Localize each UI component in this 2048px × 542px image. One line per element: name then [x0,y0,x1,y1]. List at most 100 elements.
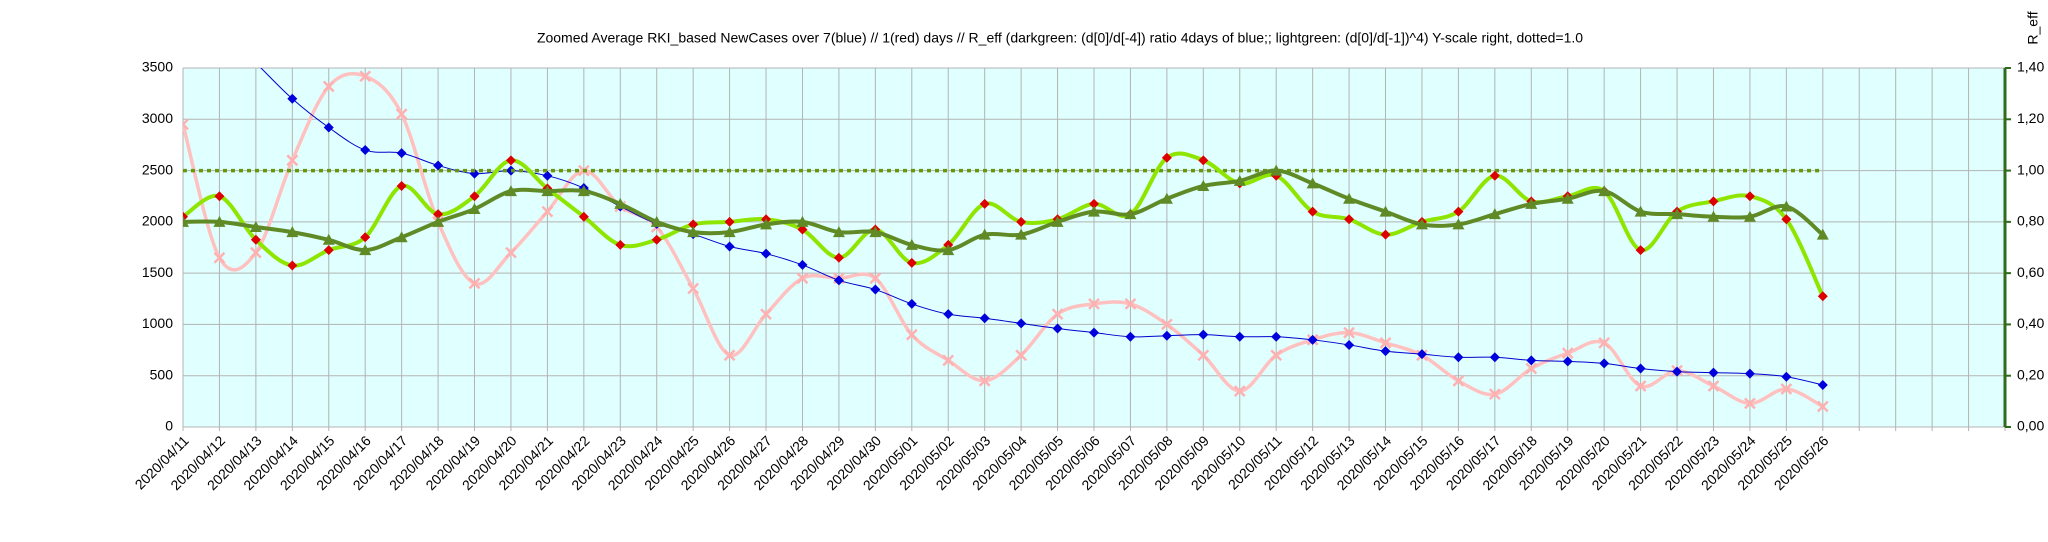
point-marker [688,219,699,230]
point-marker [1343,192,1356,204]
point-marker [1016,318,1027,329]
series-line [183,71,1825,409]
point-marker [906,257,917,268]
point-marker [1707,210,1720,222]
point-marker [1379,205,1392,217]
point-marker [1234,331,1245,342]
point-marker [396,148,407,159]
point-marker [1744,397,1756,410]
point-marker [1344,214,1355,225]
point-marker [1015,228,1028,240]
point-marker [1198,155,1209,166]
point-marker [1161,152,1172,163]
point-marker [1452,374,1465,387]
point-marker [1307,334,1318,345]
point-marker [1598,185,1611,197]
point-marker [978,374,991,387]
point-marker [505,165,516,176]
point-marker [1635,245,1646,256]
plot-area [183,22,1829,413]
y-tick-label: 2000 [142,213,173,229]
point-marker [1271,331,1282,342]
point-marker [360,232,371,243]
point-marker [1525,362,1538,375]
point-marker [287,260,298,271]
point-marker [1561,192,1574,204]
point-marker [687,282,700,295]
point-marker [723,226,736,238]
y-tick-label: 1500 [142,264,173,280]
point-marker [1051,308,1064,321]
point-marker [1562,356,1573,367]
y-tick-label: 3000 [142,110,173,126]
point-marker [797,259,808,270]
point-marker [724,216,735,227]
point-marker [542,170,553,181]
point-marker [1051,215,1064,227]
point-marker [1197,179,1210,191]
point-marker [1634,380,1647,392]
y2-tick-label: 1,00 [2017,161,2044,177]
y-tick-label: 1000 [142,315,173,331]
point-marker [1744,368,1755,379]
y-tick-label: 0 [165,418,173,434]
point-marker [360,145,371,156]
point-marker [1707,380,1720,392]
point-marker [1379,337,1392,349]
point-marker [1781,214,1792,225]
point-marker [433,209,444,220]
point-marker [761,248,772,259]
point-marker [1380,346,1391,357]
point-marker [832,226,845,238]
point-marker [1780,383,1793,395]
point-marker [833,275,844,286]
point-marker [797,224,808,235]
point-marker [505,246,517,259]
point-marker [213,251,226,264]
point-marker [1672,366,1683,377]
point-marker [651,234,662,245]
point-marker [578,211,589,222]
point-marker [1744,191,1755,202]
y-tick-label: 2500 [142,161,173,177]
point-marker [504,185,517,197]
point-marker [1452,218,1465,230]
chart-title: Zoomed Average RKI_based NewCases over 7… [537,30,1583,46]
point-marker [614,197,627,209]
point-marker [1343,326,1355,339]
point-marker [687,226,700,238]
y2-tick-label: 1,40 [2017,59,2044,75]
point-marker [1816,228,1829,240]
point-marker [1124,298,1137,310]
point-marker [979,198,990,209]
point-marker [796,215,809,227]
y2-tick-label: 0,80 [2017,213,2044,229]
point-marker [1161,330,1172,341]
point-marker [906,298,917,309]
point-marker [833,252,844,263]
point-marker [942,354,955,367]
point-marker [250,234,261,245]
point-marker [214,22,224,32]
point-marker [249,220,262,232]
point-marker [1160,318,1173,331]
point-marker [942,244,955,256]
point-marker [359,244,372,256]
point-marker [1160,192,1173,204]
point-marker [1525,197,1538,209]
point-marker [1817,379,1828,390]
point-marker [1307,206,1318,217]
point-marker [213,215,226,227]
point-marker [1781,371,1792,382]
point-marker [395,231,408,243]
point-marker [1016,216,1027,227]
point-marker [650,215,663,227]
point-marker [1671,208,1684,220]
point-marker [724,241,735,252]
point-marker [1088,205,1100,217]
point-marker [1708,367,1719,378]
point-marker [432,215,445,227]
point-marker [760,218,773,230]
y2-tick-label: 0,60 [2017,264,2044,280]
